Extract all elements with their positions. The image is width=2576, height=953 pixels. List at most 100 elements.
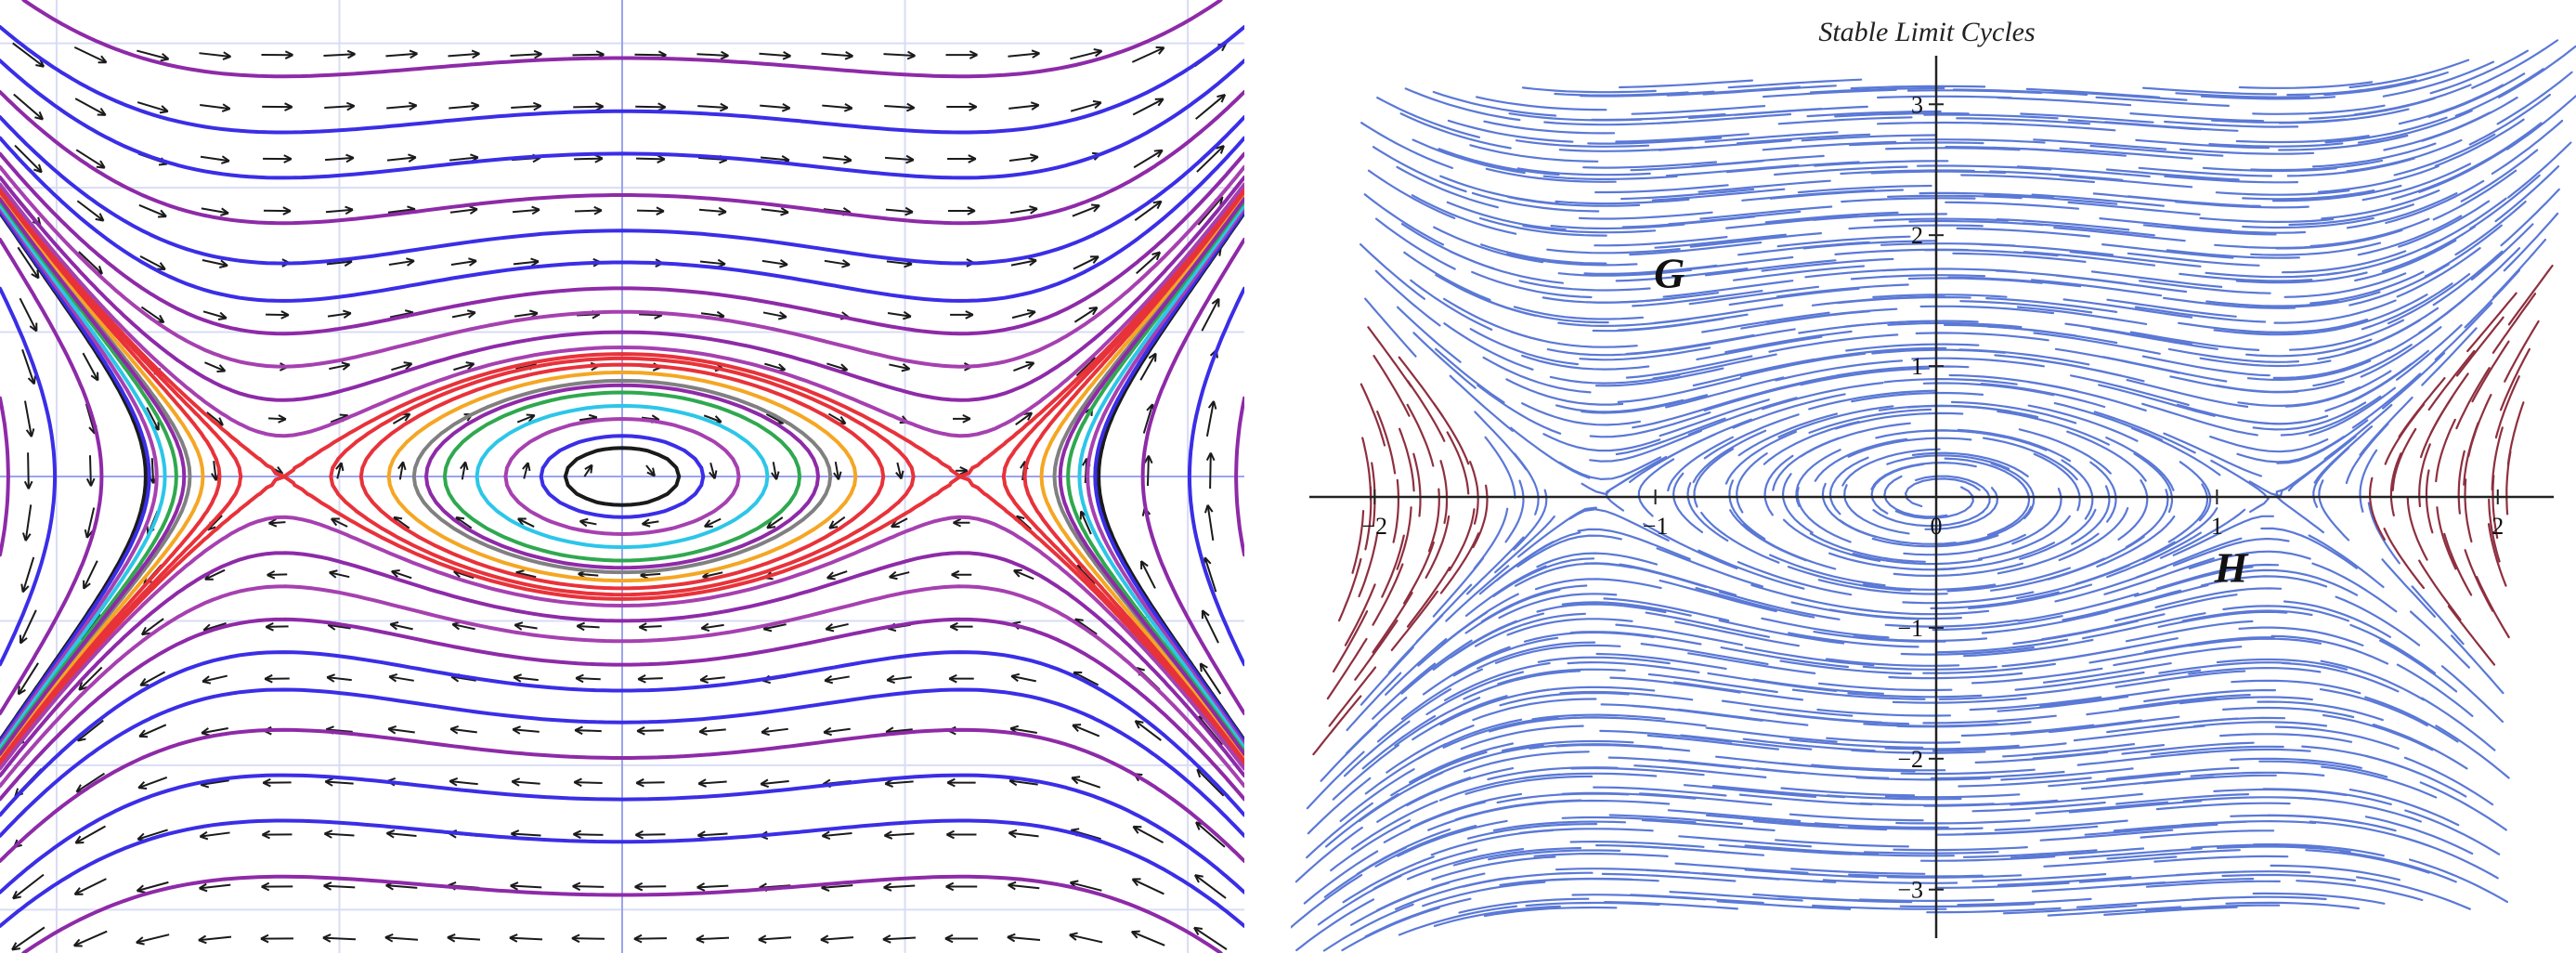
vector-arrow <box>574 781 603 784</box>
streamline <box>1582 161 1718 169</box>
streamline <box>1802 240 1938 250</box>
streamline <box>1619 79 1753 89</box>
streamline <box>2317 164 2439 193</box>
vector-arrow-head <box>283 154 293 163</box>
vector-arrow <box>387 208 416 214</box>
streamline <box>1469 461 1479 525</box>
streamline <box>1855 607 1990 616</box>
vector-arrow <box>1193 926 1228 950</box>
streamline <box>1537 656 1671 665</box>
streamline <box>1515 139 1650 148</box>
streamline <box>1667 809 1802 823</box>
vector-arrow <box>21 348 35 385</box>
streamline <box>1306 751 1365 810</box>
vector-arrow-head <box>322 933 332 943</box>
vector-arrow <box>213 461 217 481</box>
streamline <box>2411 585 2465 646</box>
streamline <box>1601 872 1737 882</box>
streamline <box>1977 515 2071 560</box>
streamline <box>1559 690 1694 701</box>
streamline <box>1887 321 2023 329</box>
streamline <box>1485 167 1617 183</box>
streamline <box>1809 532 1926 563</box>
streamline <box>1360 243 1425 300</box>
streamline <box>1463 670 1581 700</box>
vector-arrow-head <box>95 213 105 222</box>
streamline <box>1828 456 1869 516</box>
streamline <box>2155 563 2280 590</box>
streamline <box>2167 483 2209 543</box>
streamline <box>1787 566 1911 592</box>
streamline <box>1744 844 1880 855</box>
streamline <box>2427 72 2526 118</box>
streamline <box>1762 382 1884 411</box>
streamline <box>2252 843 2385 857</box>
vector-arrow <box>1072 204 1100 217</box>
streamline <box>1396 165 1499 209</box>
streamline <box>1839 519 1957 545</box>
streamline <box>1728 287 1860 307</box>
vector-arrow-head <box>17 685 26 696</box>
streamline <box>1777 405 1894 438</box>
streamline <box>2159 508 2246 559</box>
vector-arrow <box>1009 207 1038 215</box>
streamline <box>2487 523 2507 587</box>
vector-arrow-head <box>23 480 33 490</box>
streamline <box>2284 370 2392 408</box>
streamline <box>1852 553 1983 566</box>
streamline <box>2325 240 2439 276</box>
streamline <box>1524 878 1659 883</box>
streamline <box>2461 122 2543 175</box>
streamline <box>2182 796 2318 803</box>
vector-arrow <box>826 622 849 631</box>
streamline <box>1984 193 2118 205</box>
vector-arrow-head <box>820 934 829 944</box>
streamline <box>2273 299 2397 324</box>
streamline <box>2418 559 2462 621</box>
streamline <box>1768 333 1899 353</box>
vector-arrow <box>203 621 227 632</box>
streamline <box>1800 367 1931 386</box>
vector-arrow <box>573 833 604 836</box>
streamline <box>2106 849 2241 860</box>
vector-arrow-head <box>636 725 645 736</box>
streamline <box>2421 327 2478 386</box>
vector-arrow <box>1070 881 1102 892</box>
vector-arrow <box>824 259 851 267</box>
streamline <box>2095 96 2230 107</box>
vector-arrow <box>509 936 543 941</box>
streamline <box>1656 547 1763 588</box>
streamline <box>1668 328 1796 352</box>
streamline <box>2061 459 2094 520</box>
streamline <box>2311 142 2437 168</box>
streamline <box>1495 531 1581 581</box>
streamline <box>1411 194 1517 235</box>
streamline <box>1720 646 1849 669</box>
streamline <box>1412 138 1526 175</box>
vector-arrow <box>516 414 536 424</box>
vector-arrow <box>204 568 226 581</box>
vector-arrow-head <box>513 673 522 683</box>
streamline <box>2506 401 2525 465</box>
streamline <box>1360 122 1453 169</box>
vector-arrow <box>1073 255 1099 270</box>
streamline <box>2048 715 2180 734</box>
streamline <box>2379 639 2458 693</box>
vector-arrow-head <box>19 634 28 645</box>
streamline <box>1672 472 1704 534</box>
streamline <box>1521 354 1650 371</box>
streamline <box>1915 332 2049 342</box>
streamline <box>1633 764 1767 778</box>
vector-arrow <box>1140 560 1156 589</box>
streamline <box>2286 157 2415 177</box>
streamline <box>1826 737 1961 744</box>
vector-arrow-head <box>1089 255 1099 265</box>
streamline <box>1535 799 1671 805</box>
vector-arrow <box>202 310 228 320</box>
streamline <box>1435 347 1505 404</box>
streamline <box>2031 193 2165 207</box>
vector-arrow-head <box>201 727 211 737</box>
vector-arrow <box>449 779 478 786</box>
streamline <box>2053 90 2188 101</box>
streamline <box>1914 475 1991 514</box>
